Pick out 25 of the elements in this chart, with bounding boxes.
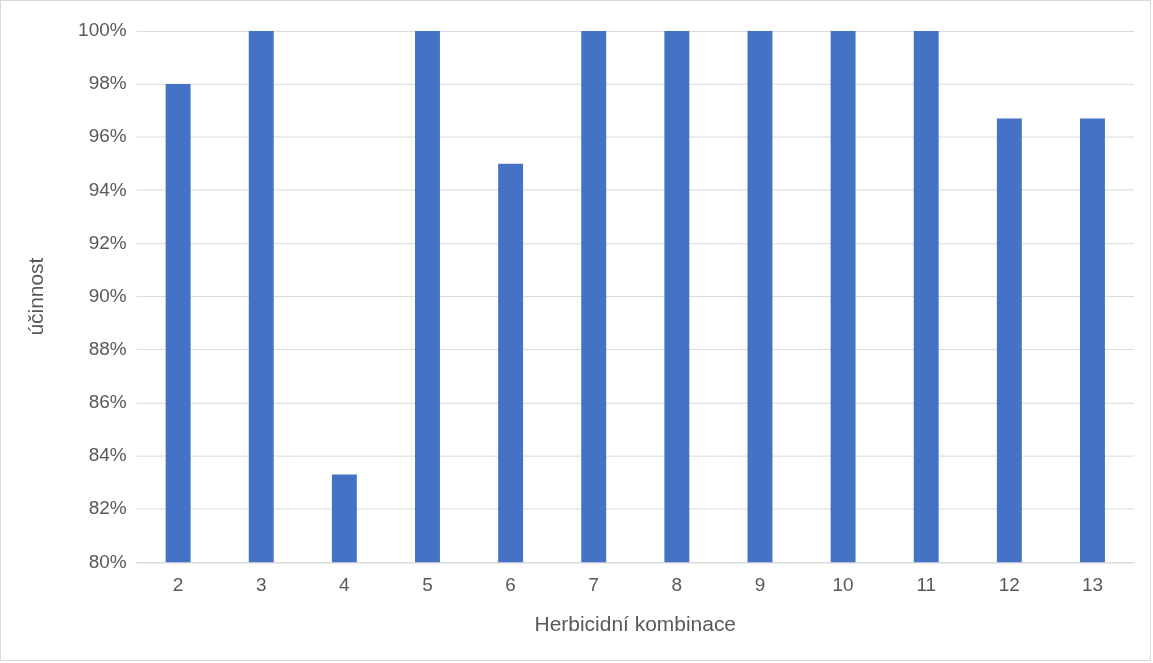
x-tick-label: 12 bbox=[998, 573, 1020, 595]
x-tick-label: 9 bbox=[754, 573, 766, 595]
y-tick-label: 88% bbox=[88, 337, 127, 359]
y-tick-label: 86% bbox=[88, 391, 127, 413]
y-tick-label: 82% bbox=[88, 497, 127, 519]
y-tick-label: 80% bbox=[88, 550, 127, 572]
y-tick-label: 98% bbox=[88, 72, 127, 94]
x-tick-label: 11 bbox=[916, 573, 937, 595]
x-tick-label: 6 bbox=[505, 573, 516, 595]
y-axis-title: účinnost bbox=[24, 257, 48, 336]
x-tick-label: 2 bbox=[172, 573, 184, 595]
y-tick-label: 100% bbox=[78, 19, 127, 41]
y-tick-label: 94% bbox=[88, 178, 127, 200]
y-tick-label: 96% bbox=[88, 125, 127, 147]
x-tick-label: 8 bbox=[671, 573, 683, 595]
y-tick-label: 90% bbox=[88, 284, 127, 306]
y-tick-label: 92% bbox=[88, 231, 127, 253]
x-tick-label: 10 bbox=[832, 573, 854, 595]
x-tick-label: 4 bbox=[339, 573, 350, 595]
x-tick-label: 5 bbox=[422, 573, 433, 595]
x-tick-label: 13 bbox=[1081, 573, 1104, 595]
y-tick-label: 84% bbox=[88, 444, 127, 466]
x-axis-title: Herbicidní kombinace bbox=[534, 612, 737, 636]
x-tick-label: 3 bbox=[255, 573, 267, 595]
x-tick-label: 7 bbox=[588, 573, 600, 595]
